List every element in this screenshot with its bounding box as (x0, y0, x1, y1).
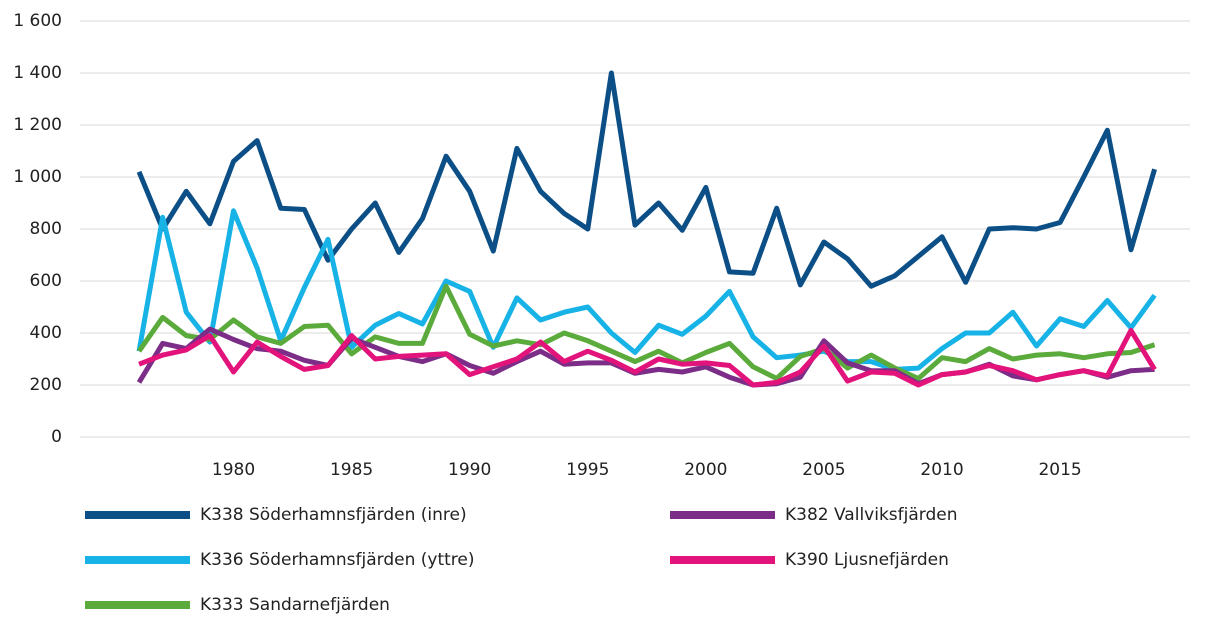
series-line (136, 208, 1157, 372)
x-tick-label: 2015 (1038, 460, 1081, 480)
legend-label: K382 Vallviksfjärden (785, 505, 958, 525)
x-tick-label: 1985 (330, 460, 373, 480)
y-tick-label: 800 (30, 219, 62, 239)
x-tick-label: 1995 (566, 460, 609, 480)
y-tick-label: 600 (30, 271, 62, 291)
y-tick-label: 1 600 (13, 11, 62, 31)
series-line (138, 327, 1157, 388)
legend-label: K336 Söderhamnsfjärden (yttre) (200, 550, 475, 570)
x-tick-label: 2010 (920, 460, 963, 480)
y-tick-label: 200 (30, 375, 62, 395)
y-tick-label: 1 000 (13, 167, 62, 187)
x-tick-label: 1980 (212, 460, 255, 480)
y-tick-label: 400 (30, 323, 62, 343)
x-tick-label: 2005 (802, 460, 845, 480)
x-tick-label: 2000 (684, 460, 727, 480)
series-line (136, 283, 1156, 381)
legend-label: K333 Sandarnefjärden (200, 595, 390, 615)
y-tick-label: 1 200 (13, 115, 62, 135)
y-tick-label: 0 (51, 427, 62, 447)
legend-label: K390 Ljusnefjärden (785, 550, 949, 570)
y-tick-label: 1 400 (13, 63, 62, 83)
legend-label: K338 Söderhamnsfjärden (inre) (200, 505, 467, 525)
x-tick-label: 1990 (448, 460, 491, 480)
series-line (136, 70, 1157, 289)
